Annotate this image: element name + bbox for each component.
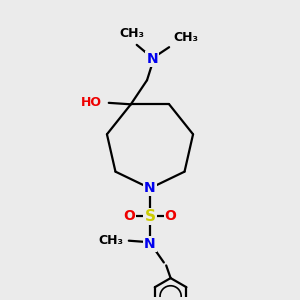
Text: O: O [165, 209, 176, 223]
Text: CH₃: CH₃ [173, 31, 198, 44]
Text: N: N [144, 237, 156, 251]
Text: HO: HO [80, 96, 101, 109]
Text: S: S [145, 209, 155, 224]
Text: CH₃: CH₃ [98, 234, 124, 247]
Text: O: O [124, 209, 135, 223]
Text: N: N [144, 181, 156, 195]
Text: CH₃: CH₃ [119, 27, 144, 40]
Text: N: N [146, 52, 158, 66]
